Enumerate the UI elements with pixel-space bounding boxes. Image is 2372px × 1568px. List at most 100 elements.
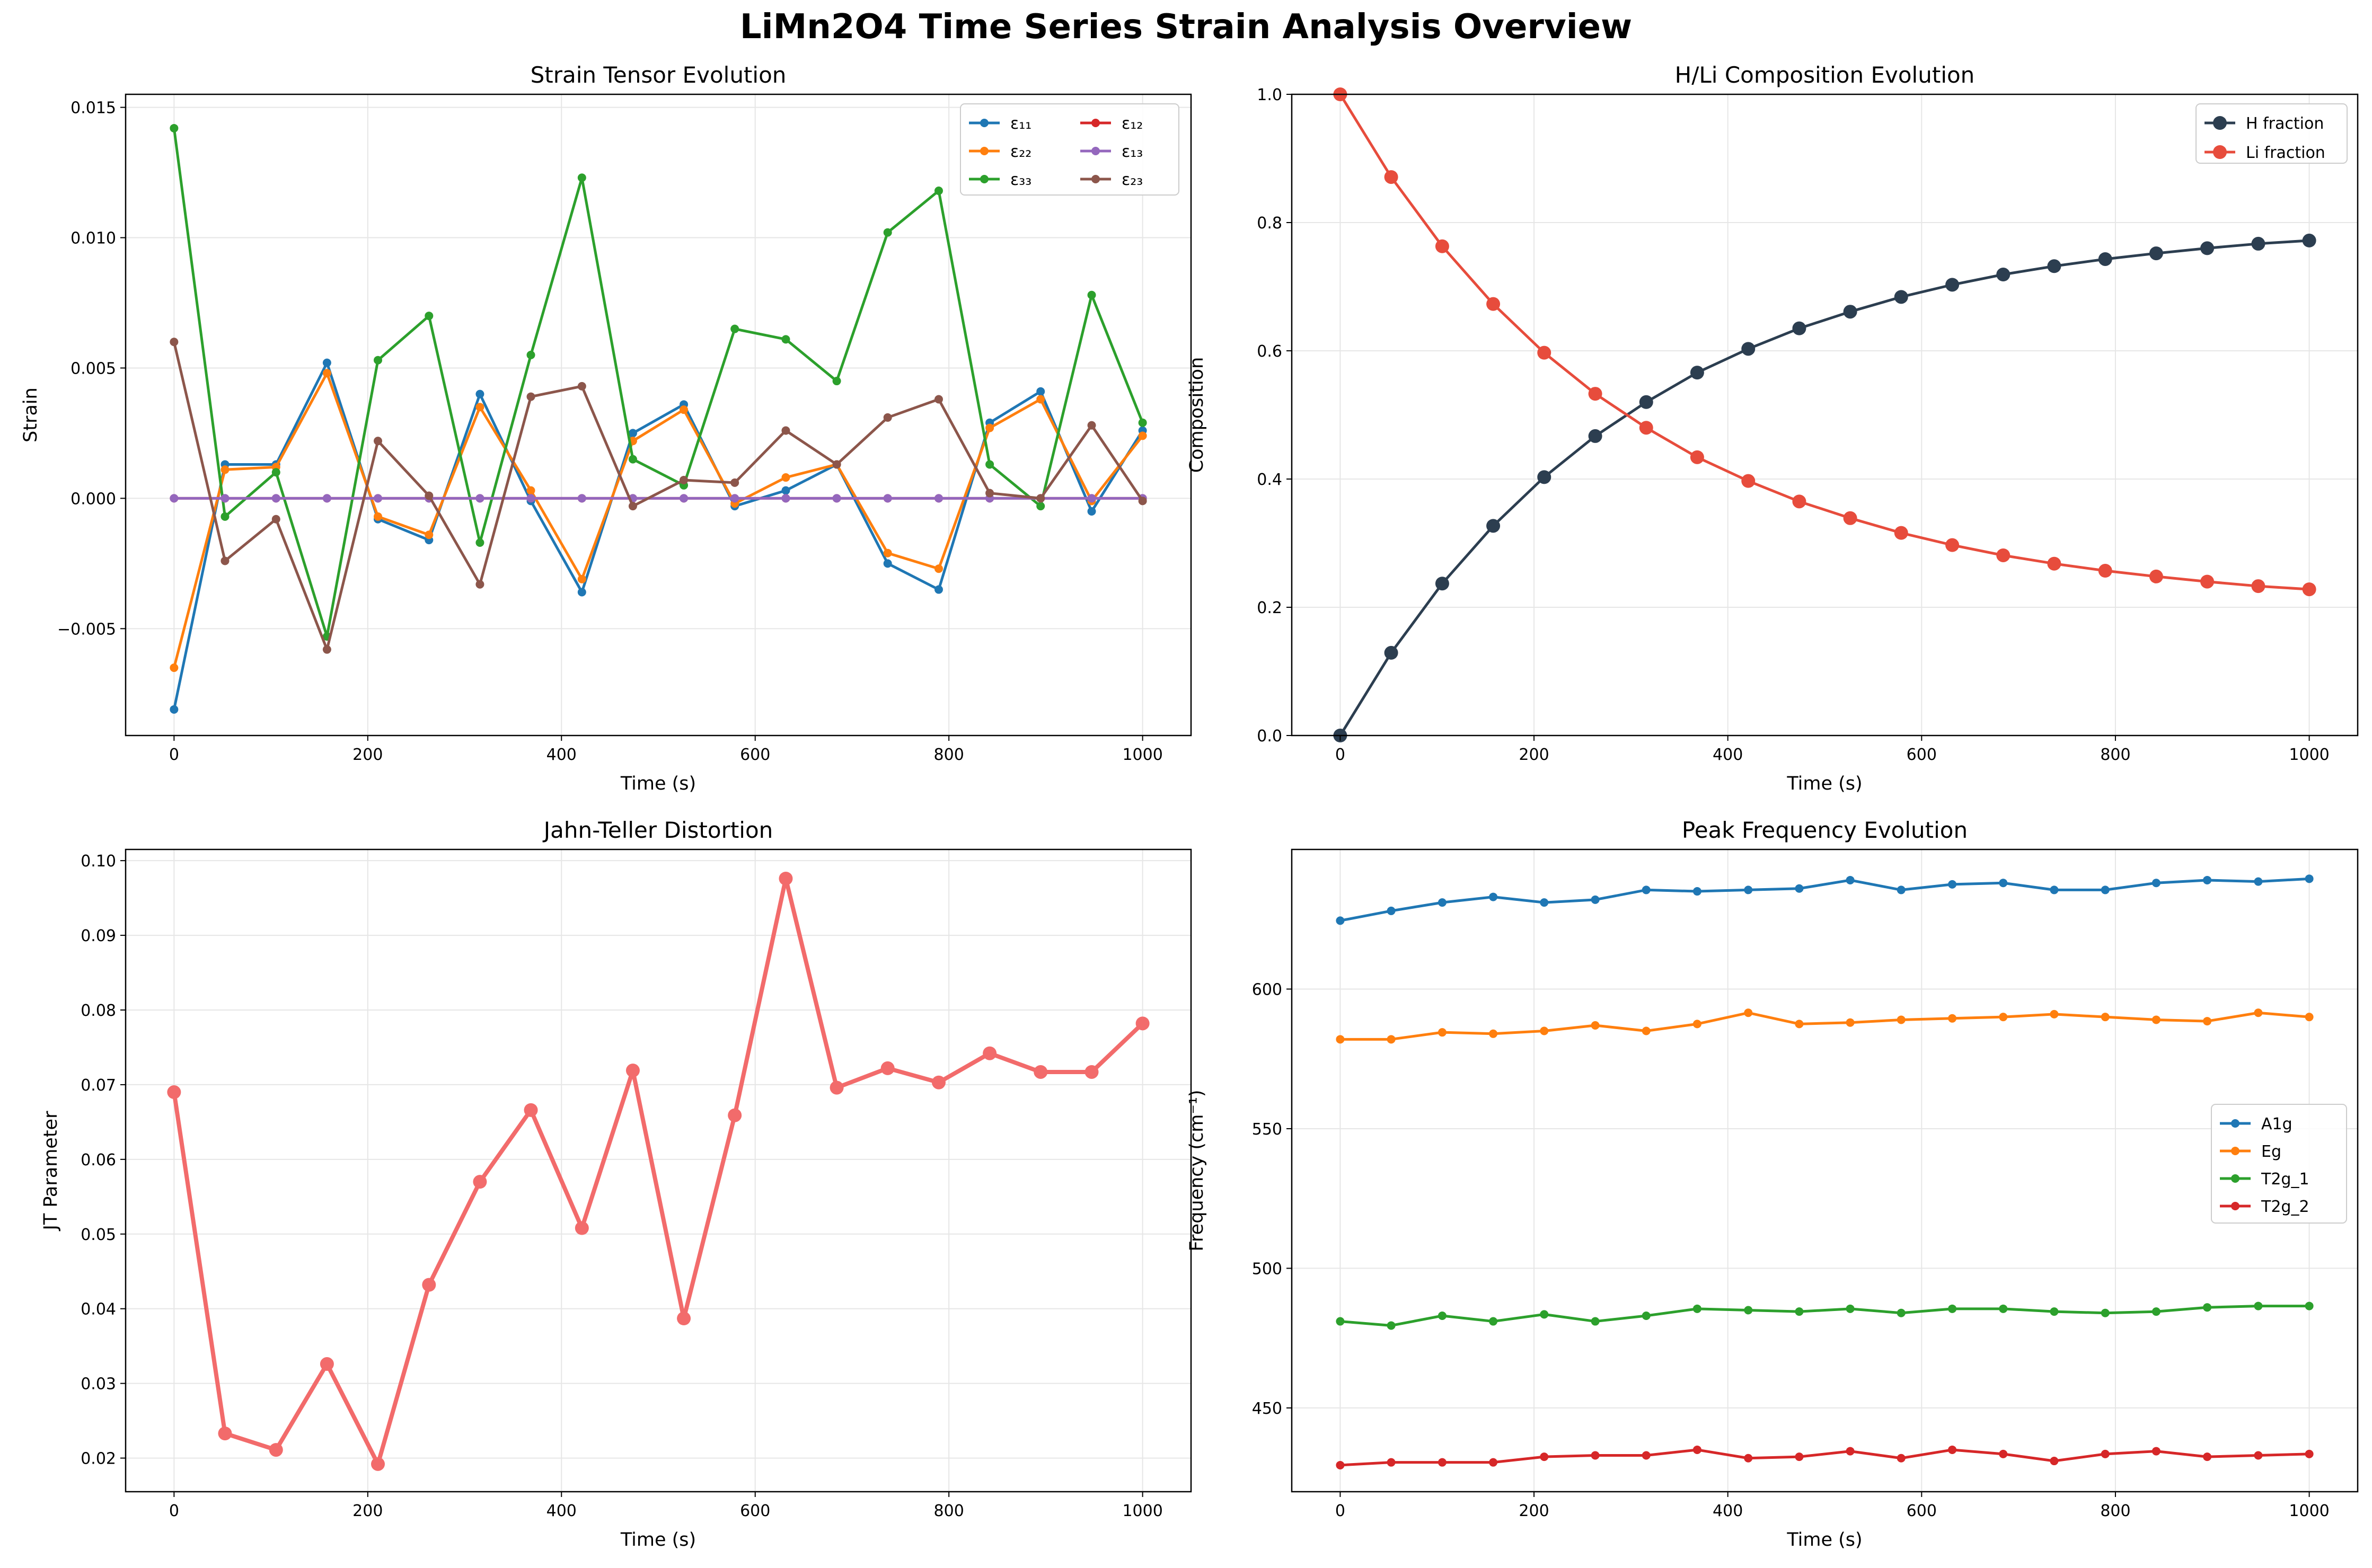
data-point — [1948, 1014, 1957, 1023]
data-point — [781, 473, 790, 482]
data-point — [577, 173, 586, 182]
data-point — [1588, 429, 1602, 443]
data-point — [832, 460, 841, 469]
data-point — [475, 538, 484, 547]
data-point — [2050, 1009, 2059, 1018]
legend-item: ε₁₁ — [969, 114, 1031, 133]
data-point — [1642, 1026, 1651, 1035]
y-axis-label: Composition — [1186, 357, 1207, 473]
legend-label: Li fraction — [2246, 144, 2325, 162]
data-point — [1999, 1449, 2008, 1458]
data-point — [1384, 170, 1398, 184]
data-point — [1087, 421, 1096, 430]
data-point — [1795, 1020, 1804, 1029]
series-ε₃₃ — [170, 123, 1147, 641]
data-point — [1438, 1028, 1447, 1037]
data-point — [374, 437, 383, 446]
data-point — [575, 1221, 589, 1235]
data-point — [2047, 259, 2061, 273]
series-Li fraction — [1333, 87, 2316, 597]
data-point — [2251, 579, 2265, 593]
data-point — [983, 1046, 997, 1060]
legend-marker — [1091, 175, 1100, 183]
data-point — [170, 494, 179, 503]
data-point — [1690, 366, 1704, 380]
data-point — [577, 574, 586, 583]
y-tick-label: 550 — [1252, 1120, 1282, 1139]
data-point — [2050, 1307, 2059, 1316]
data-point — [271, 494, 280, 503]
data-point — [1744, 1306, 1753, 1315]
data-point — [1336, 916, 1345, 925]
x-tick-label: 200 — [1519, 1502, 1549, 1520]
series-line — [172, 128, 1144, 638]
data-point — [2151, 1447, 2161, 1456]
data-point — [2203, 875, 2212, 884]
data-point — [1537, 470, 1551, 484]
data-point — [1537, 346, 1551, 360]
x-tick-label: 200 — [352, 746, 383, 764]
y-tick-label: 450 — [1252, 1399, 1282, 1418]
y-tick-label: 0.09 — [81, 927, 116, 945]
series-line — [172, 876, 1144, 1466]
data-point — [2101, 1308, 2110, 1317]
data-point — [2302, 233, 2316, 247]
x-tick-label: 800 — [934, 746, 964, 764]
axes-frame — [125, 848, 1192, 1493]
data-point — [1744, 885, 1753, 894]
data-point — [628, 502, 637, 511]
data-point — [1690, 450, 1704, 464]
data-point — [2305, 1449, 2314, 1458]
data-point — [1591, 895, 1600, 904]
data-point — [1897, 885, 1906, 894]
data-point — [934, 186, 943, 195]
x-axis-label: Time (s) — [620, 1529, 696, 1551]
data-point — [322, 358, 331, 367]
data-point — [374, 494, 383, 503]
legend-marker — [2213, 145, 2227, 159]
data-point — [322, 369, 331, 378]
grid — [1292, 94, 2358, 736]
chart-title: H/Li Composition Evolution — [1675, 62, 1975, 88]
data-point — [1741, 342, 1756, 356]
data-point — [1894, 526, 1908, 540]
data-point — [1486, 297, 1501, 311]
data-point — [1897, 1308, 1906, 1317]
data-point — [1846, 1018, 1855, 1027]
data-point — [221, 465, 230, 474]
x-tick-label: 600 — [740, 1502, 770, 1520]
legend-item: ε₁₂ — [1080, 114, 1143, 133]
data-point — [2254, 1008, 2263, 1017]
legend-item: ε₂₃ — [1080, 171, 1143, 189]
data-point — [883, 559, 892, 568]
data-point — [1387, 1458, 1396, 1467]
data-point — [1036, 387, 1045, 396]
data-point — [2254, 877, 2263, 886]
data-point — [1843, 511, 1857, 525]
data-point — [1846, 1447, 1855, 1456]
legend-label: ε₁₂ — [1122, 114, 1143, 133]
legend-item: ε₂₂ — [969, 143, 1031, 161]
data-point — [1639, 421, 1653, 435]
data-point — [1692, 1304, 1701, 1313]
data-point — [1897, 1015, 1906, 1024]
data-point — [628, 429, 637, 438]
data-point — [1999, 1013, 2008, 1022]
data-point — [2149, 246, 2163, 261]
series-T2g_1 — [1336, 1301, 2314, 1330]
data-point — [2098, 252, 2112, 266]
axes-frame — [1291, 848, 2359, 1493]
data-point — [1744, 1454, 1753, 1463]
data-point — [2305, 1013, 2314, 1022]
x-tick-label: 0 — [169, 1502, 179, 1520]
data-point — [628, 455, 637, 464]
data-point — [475, 494, 484, 503]
data-point — [526, 486, 535, 495]
x-tick-label: 600 — [740, 746, 770, 764]
y-tick-label: 500 — [1252, 1260, 1282, 1278]
x-tick-label: 400 — [546, 1502, 577, 1520]
data-point — [883, 548, 892, 557]
data-point — [1438, 898, 1447, 907]
series-Eg — [1336, 1008, 2314, 1044]
